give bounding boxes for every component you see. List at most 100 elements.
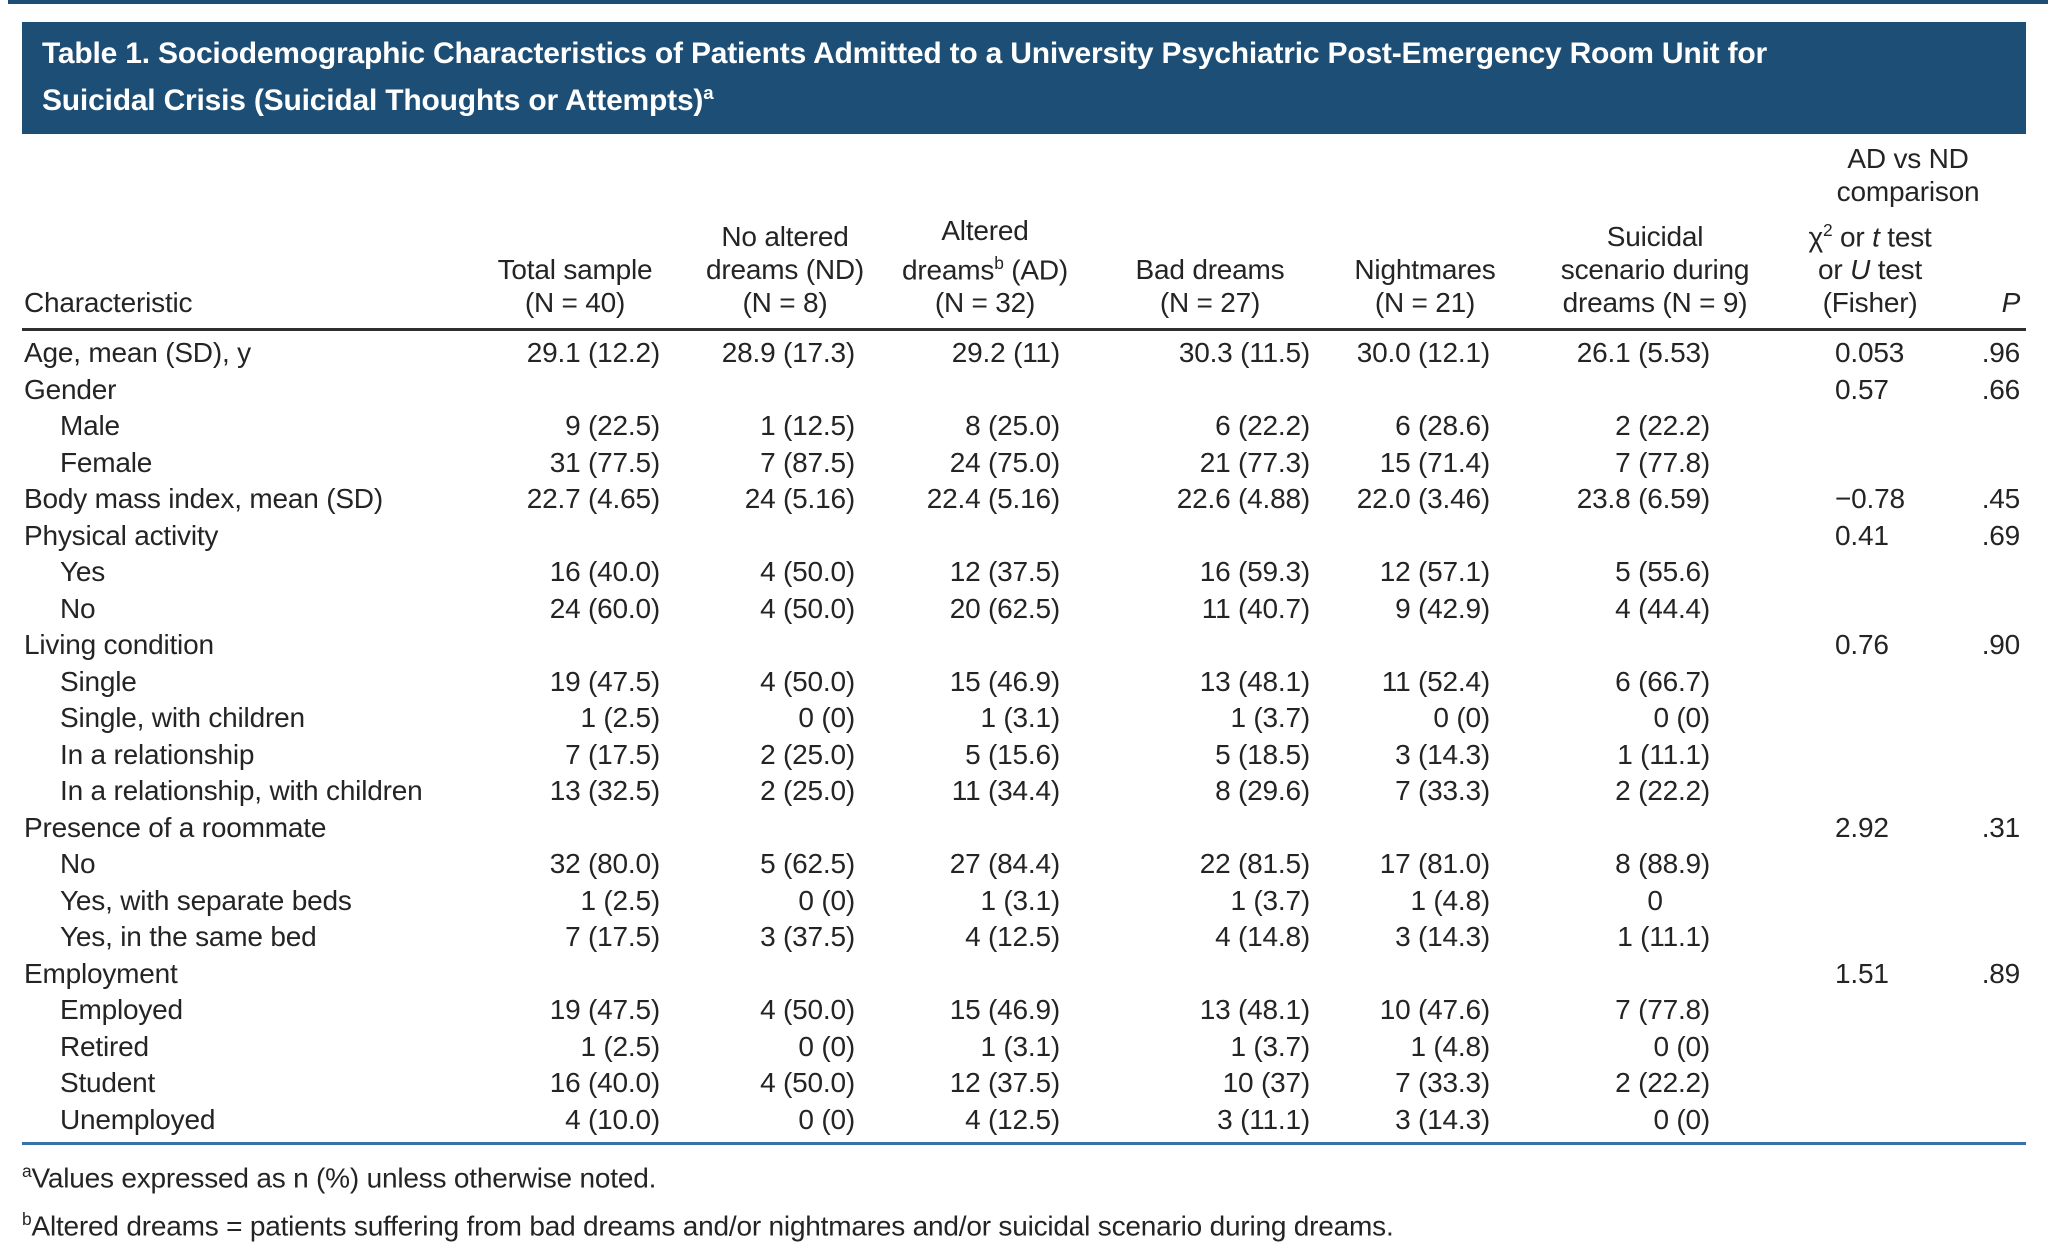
table-cell — [880, 956, 1090, 993]
table-cell: 16 (40.0) — [549, 556, 660, 588]
table-cell — [880, 627, 1090, 664]
table-cell: 2 (22.2) — [1615, 775, 1711, 807]
table-cell: 1 (11.1) — [1617, 738, 1711, 770]
table-cell — [1090, 956, 1330, 993]
table-cell: 2.92 — [1835, 811, 1889, 843]
table-cell: 30.3 (11.5) — [1178, 337, 1310, 369]
table-cell — [1950, 1029, 2026, 1066]
table-cell: 13 (48.1) — [1199, 994, 1310, 1026]
table-cell: 1 (12.5) — [760, 410, 855, 442]
table-cell: 1 (2.5) — [580, 884, 660, 916]
table-cell — [1330, 627, 1520, 664]
table-cell — [1790, 445, 1950, 482]
table-row: Gender 0.57 .66 — [22, 372, 2026, 409]
table-cell — [1790, 591, 1950, 628]
table-cell: 11 (34.4) — [951, 775, 1060, 807]
characteristics-table: AD vs ND comparison Characteristic Total s… — [22, 142, 2027, 1139]
footnote-a: aValues expressed as n (%) unless otherw… — [22, 1161, 657, 1194]
table-cell — [1090, 810, 1330, 847]
table-cell: 4 (50.0) — [760, 665, 855, 697]
table-cell: 21 (77.3) — [1199, 446, 1310, 478]
table-cell: 22.4 (5.16) — [926, 483, 1060, 515]
table-cell: 15 (46.9) — [949, 665, 1060, 697]
row-label: Single, with children — [60, 702, 305, 734]
table-cell — [460, 956, 690, 993]
table-cell: 12 (57.1) — [1379, 556, 1490, 588]
table-cell: 4 (50.0) — [760, 592, 855, 624]
table-row: No 24 (60.0) 4 (50.0) 20 (62.5) 11 (40.7) 9 (… — [22, 591, 2026, 628]
table-row: Unemployed 4 (10.0) 0 (0) 4 (12.5) 3 (11.1) 3… — [22, 1102, 2026, 1139]
table-cell: 16 (59.3) — [1199, 556, 1310, 588]
table-cell: 28.9 (17.3) — [721, 337, 855, 369]
table-cell: 0.76 — [1835, 629, 1889, 661]
table-cell: 15 (46.9) — [949, 994, 1060, 1026]
column-header-p-value: P — [1950, 214, 2027, 332]
table-cell: .90 — [1981, 629, 2021, 661]
table-cell: 10 (47.6) — [1379, 994, 1490, 1026]
column-header-suicidal-scenario: Suicidal scenario during dreams (N = 9) — [1520, 214, 1791, 332]
row-label: No — [60, 592, 96, 624]
table-cell: 0 (0) — [798, 1030, 855, 1062]
row-label: Employed — [60, 994, 183, 1026]
table-cell: 0 (0) — [1653, 1030, 1711, 1062]
column-header-nightmares: Nightmares (N = 21) — [1330, 214, 1520, 332]
table-cell — [880, 518, 1090, 555]
table-cell — [1330, 810, 1520, 847]
table-cell: 3 (37.5) — [760, 921, 855, 953]
column-header-total-sample: Total sample (N = 40) — [460, 214, 690, 332]
table-cell — [690, 627, 880, 664]
row-label: Gender — [24, 373, 117, 405]
table-bottom-rule — [22, 1142, 2026, 1146]
table-row: Living condition 0.76 .90 — [22, 627, 2026, 664]
table-cell — [1950, 591, 2026, 628]
table-cell: 8 (29.6) — [1215, 775, 1310, 807]
table-cell: 7 (77.8) — [1615, 446, 1711, 478]
column-header-no-altered-dreams: No altered dreams (ND) (N = 8) — [690, 214, 880, 332]
table-cell — [1950, 846, 2026, 883]
table-cell — [1950, 919, 2026, 956]
table-cell: 13 (32.5) — [549, 775, 660, 807]
table-row: Student 16 (40.0) 4 (50.0) 12 (37.5) 10 (37)… — [22, 1065, 2026, 1102]
row-label: Yes — [60, 556, 106, 588]
table-cell — [1950, 883, 2026, 920]
table-cell: 0 — [1647, 884, 1663, 916]
row-label: In a relationship — [60, 738, 255, 770]
table-cell: .31 — [1981, 811, 2021, 843]
table-cell — [690, 372, 880, 409]
table-cell: 27 (84.4) — [949, 848, 1060, 880]
table-cell — [460, 627, 690, 664]
table-cell: .69 — [1981, 519, 2021, 551]
row-label: Living condition — [24, 629, 214, 661]
row-label: Male — [60, 410, 120, 442]
row-label: Female — [60, 446, 153, 478]
table-row: Body mass index, mean (SD) 22.7 (4.65) 24 … — [22, 481, 2026, 518]
table-cell — [1790, 846, 1950, 883]
table-cell — [1950, 773, 2026, 810]
column-header-row: Characteristic Total sample (N = 40) No alt… — [22, 214, 2027, 332]
table-cell: 0 (0) — [1653, 702, 1711, 734]
table-row: In a relationship 7 (17.5) 2 (25.0) 5 (15.6… — [22, 737, 2026, 774]
row-label: Yes, in the same bed — [60, 921, 317, 953]
table-cell: 7 (33.3) — [1395, 775, 1490, 807]
table-cell: 22.6 (4.88) — [1176, 483, 1310, 515]
table-row: No 32 (80.0) 5 (62.5) 27 (84.4) 22 (81.5) 17 … — [22, 846, 2026, 883]
table-cell: −0.78 — [1835, 483, 1905, 515]
table-cell: 3 (11.1) — [1217, 1103, 1310, 1135]
table-cell — [1950, 737, 2026, 774]
page-top-rule — [8, 0, 2048, 4]
table-cell: 2 (25.0) — [760, 738, 855, 770]
table-cell: 22.7 (4.65) — [526, 483, 660, 515]
row-label: Retired — [60, 1030, 149, 1062]
row-label: Age, mean (SD), y — [24, 337, 251, 369]
table-row: Yes, with separate beds 1 (2.5) 0 (0) 1 (3.… — [22, 883, 2026, 920]
table-row: Retired 1 (2.5) 0 (0) 1 (3.1) 1 (3.7) 1 (4.8)… — [22, 1029, 2026, 1066]
table-cell: 20 (62.5) — [949, 592, 1060, 624]
table-cell — [1790, 700, 1950, 737]
table-cell — [460, 810, 690, 847]
row-label: Employment — [24, 957, 178, 989]
table-cell: .89 — [1981, 957, 2021, 989]
table-cell — [1790, 992, 1950, 1029]
table-cell: 4 (12.5) — [965, 921, 1060, 953]
table-cell: 23.8 (6.59) — [1576, 483, 1711, 515]
table-cell: 12 (37.5) — [949, 1067, 1060, 1099]
